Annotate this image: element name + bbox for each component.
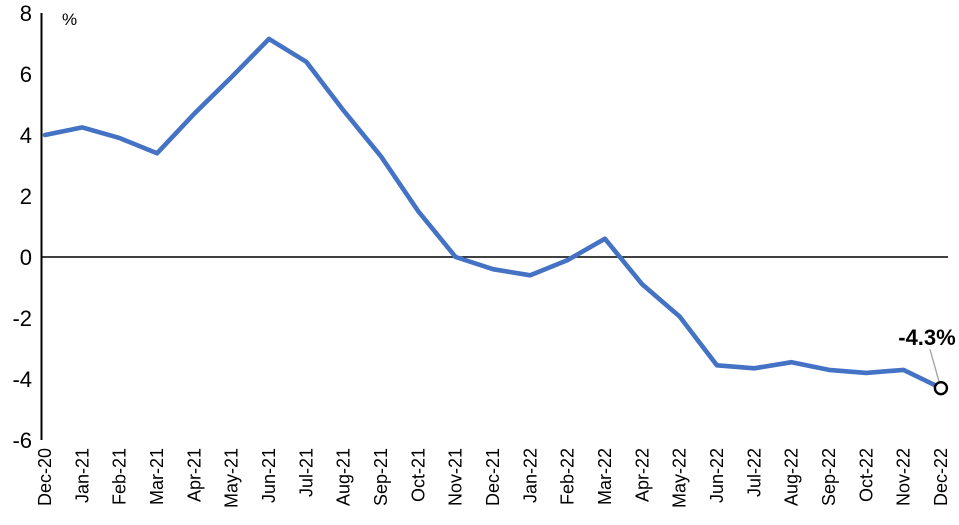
x-tick-label: Jun-22 (707, 448, 727, 503)
data-series-line (42, 36, 944, 391)
x-tick-label: Feb-21 (110, 448, 130, 505)
annotation-leader-line (929, 348, 940, 382)
x-tick-label: Apr-21 (184, 448, 204, 502)
x-tick-label: Nov-22 (894, 448, 914, 506)
y-axis-unit-label: % (62, 10, 77, 29)
y-tick-label: 6 (20, 62, 32, 87)
x-tick-label: Nov-21 (446, 448, 466, 506)
y-tick-label: 4 (20, 123, 32, 148)
annotation-label: -4.3% (898, 325, 955, 350)
x-tick-label: Jul-21 (296, 448, 316, 497)
x-tick-label: Sep-21 (371, 448, 391, 506)
x-tick-label: Jan-22 (520, 448, 540, 503)
x-tick-label: Jun-21 (259, 448, 279, 503)
x-tick-label: May-22 (670, 448, 690, 508)
x-tick-label: Dec-20 (35, 448, 55, 506)
x-tick-label: Aug-21 (334, 448, 354, 506)
x-tick-label: Dec-21 (483, 448, 503, 506)
y-tick-label: 8 (20, 1, 32, 26)
x-tick-label: Oct-22 (856, 448, 876, 502)
y-tick-label: 0 (20, 245, 32, 270)
y-tick-label: 2 (20, 184, 32, 209)
x-tick-label: Jan-21 (72, 448, 92, 503)
x-tick-label: Dec-22 (931, 448, 951, 506)
x-tick-label: Feb-22 (558, 448, 578, 505)
y-tick-label: -4 (12, 367, 32, 392)
x-tick-label: Jul-22 (744, 448, 764, 497)
x-tick-label: Mar-21 (147, 448, 167, 505)
y-tick-label: -2 (12, 306, 32, 331)
x-tick-label: Sep-22 (819, 448, 839, 506)
x-tick-label: Apr-22 (632, 448, 652, 502)
x-tick-label: May-21 (222, 448, 242, 508)
x-tick-label: Oct-21 (408, 448, 428, 502)
x-tick-label: Mar-22 (595, 448, 615, 505)
y-tick-label: -6 (12, 428, 32, 453)
x-tick-label: Aug-22 (782, 448, 802, 506)
end-point-marker (933, 380, 949, 396)
